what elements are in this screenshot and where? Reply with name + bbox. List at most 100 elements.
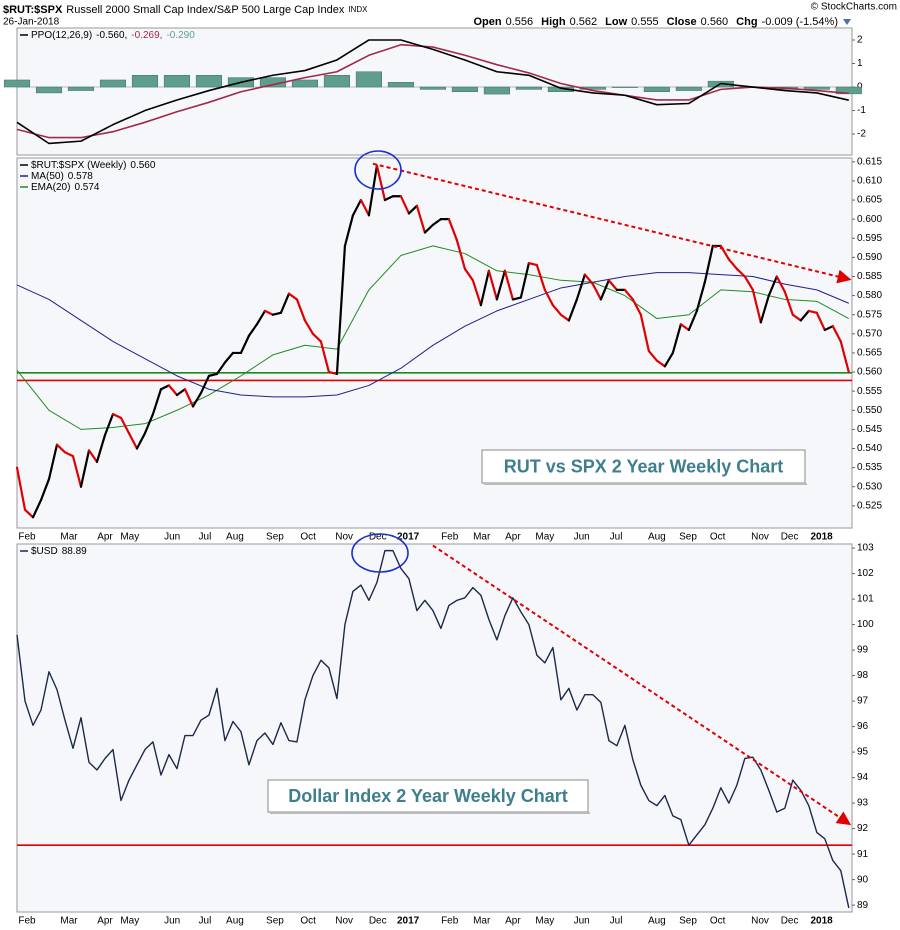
- trendline: [372, 162, 852, 284]
- y-tick-label: 0.570: [857, 328, 882, 339]
- x-tick-label: Aug: [226, 916, 244, 927]
- y-tick-label: -1: [857, 105, 866, 116]
- histogram-bar: [515, 86, 542, 90]
- price-segment: [367, 164, 379, 217]
- annotation-shadow: [484, 483, 807, 485]
- price-segment: [55, 443, 67, 454]
- header-title: $RUT:$SPX Russell 2000 Small Cap Index/S&…: [3, 4, 368, 16]
- price-segment: [519, 262, 530, 299]
- y-tick-label: 96: [857, 721, 869, 732]
- price-segment: [79, 449, 91, 488]
- x-tick-label: Sep: [266, 916, 284, 927]
- annotation-shadow: [270, 812, 590, 814]
- date: 26-Jan-2018: [3, 17, 60, 28]
- price-segment: [279, 292, 291, 314]
- price-segment: [583, 273, 594, 286]
- price-segment: [327, 370, 339, 376]
- y-tick-label: 91: [857, 849, 869, 860]
- price-segment: [31, 498, 43, 519]
- price-segment: [311, 332, 323, 343]
- price-segment: [695, 281, 706, 312]
- price-segment: [487, 269, 498, 301]
- y-tick-label: -2: [857, 129, 866, 140]
- price-segment: [431, 218, 442, 226]
- x-tick-label: Jul: [199, 532, 212, 543]
- x-tick-label: Mar: [60, 916, 78, 927]
- price-segment: [743, 275, 754, 291]
- x-tick-label: Oct: [300, 916, 316, 927]
- y-tick-label: 0.560: [857, 367, 882, 378]
- x-tick-label: Apr: [97, 916, 113, 927]
- quote-value: -0.009 (-1.54%): [762, 16, 838, 28]
- dropdown-icon[interactable]: [843, 19, 851, 25]
- price-segment: [135, 432, 147, 450]
- histogram-bar: [675, 86, 702, 91]
- series-line: [16, 549, 850, 909]
- quote-value: 0.562: [570, 16, 598, 28]
- legend: PPO(12,26,9) -0.560, -0.269, -0.290: [31, 30, 195, 41]
- legend: EMA(20) 0.574: [31, 182, 100, 193]
- y-tick-label: 0.610: [857, 176, 882, 187]
- price-segment: [775, 275, 786, 293]
- y-tick-label: 0.615: [857, 156, 882, 167]
- price-segment: [95, 434, 107, 463]
- price-segment: [399, 195, 411, 215]
- y-tick-label: 0.590: [857, 252, 882, 263]
- x-tick-label: Aug: [648, 532, 666, 543]
- legend-value: 0.578: [68, 171, 93, 182]
- annotation-box: [267, 779, 589, 813]
- price-segment: [495, 269, 506, 301]
- price-segment: [319, 340, 331, 374]
- x-tick-label: Apr: [505, 916, 521, 927]
- series-line: [16, 39, 849, 145]
- exchange: INDX: [348, 5, 368, 14]
- x-tick-label: Nov: [335, 916, 353, 927]
- legend-name: $RUT:$SPX (Weekly): [31, 160, 126, 171]
- price-segment: [47, 443, 59, 481]
- histogram-bar: [3, 79, 31, 88]
- price-segment: [463, 267, 474, 282]
- x-tick-label: Oct: [300, 532, 316, 543]
- price-segment: [415, 204, 427, 234]
- price-segment: [815, 311, 826, 332]
- price-segment: [159, 384, 171, 391]
- histogram-bar: [611, 86, 638, 88]
- price-segment: [111, 412, 123, 420]
- quote: Open 0.556 High 0.562 Low 0.555 Close 0.560 Chg -…: [474, 16, 839, 28]
- highlight-ellipse: [351, 533, 409, 573]
- y-tick-label: 99: [857, 645, 869, 656]
- histogram-bar: [643, 86, 670, 92]
- y-tick-label: 0.580: [857, 290, 882, 301]
- price-segment: [239, 334, 251, 355]
- price-segment: [39, 477, 51, 502]
- legend-value: -0.269,: [131, 30, 162, 41]
- histogram-bar: [35, 86, 63, 94]
- legend-name: MA(50): [31, 171, 64, 182]
- y-tick-label: 95: [857, 747, 869, 758]
- price-segment: [119, 416, 131, 435]
- price-segment: [807, 309, 818, 314]
- price-segment: [471, 279, 482, 307]
- symbol: $RUT:$SPX: [3, 4, 63, 16]
- y-tick-label: 0.535: [857, 462, 882, 473]
- annotation-text: Dollar Index 2 Year Weekly Chart: [288, 786, 567, 806]
- x-tick-label: Aug: [226, 532, 244, 543]
- y-tick-label: 102: [857, 568, 874, 579]
- price-segment: [687, 309, 698, 332]
- credit: © StockCharts.com: [811, 2, 897, 13]
- x-tick-label: May: [120, 916, 139, 927]
- y-tick-label: 0.555: [857, 386, 882, 397]
- quote-label: Low: [605, 16, 627, 28]
- x-tick-label: May: [535, 916, 554, 927]
- price-segment: [199, 374, 211, 395]
- price-segment: [71, 455, 83, 488]
- x-tick-label: Apr: [505, 532, 521, 543]
- price-segment: [407, 204, 419, 215]
- legend-title: PPO(12,26,9): [31, 30, 92, 41]
- price-segment: [447, 218, 458, 242]
- price-segment: [167, 384, 179, 397]
- description: Russell 2000 Small Cap Index/S&P 500 Lar…: [66, 4, 345, 16]
- price-segment: [839, 340, 850, 374]
- price-segment: [783, 290, 794, 316]
